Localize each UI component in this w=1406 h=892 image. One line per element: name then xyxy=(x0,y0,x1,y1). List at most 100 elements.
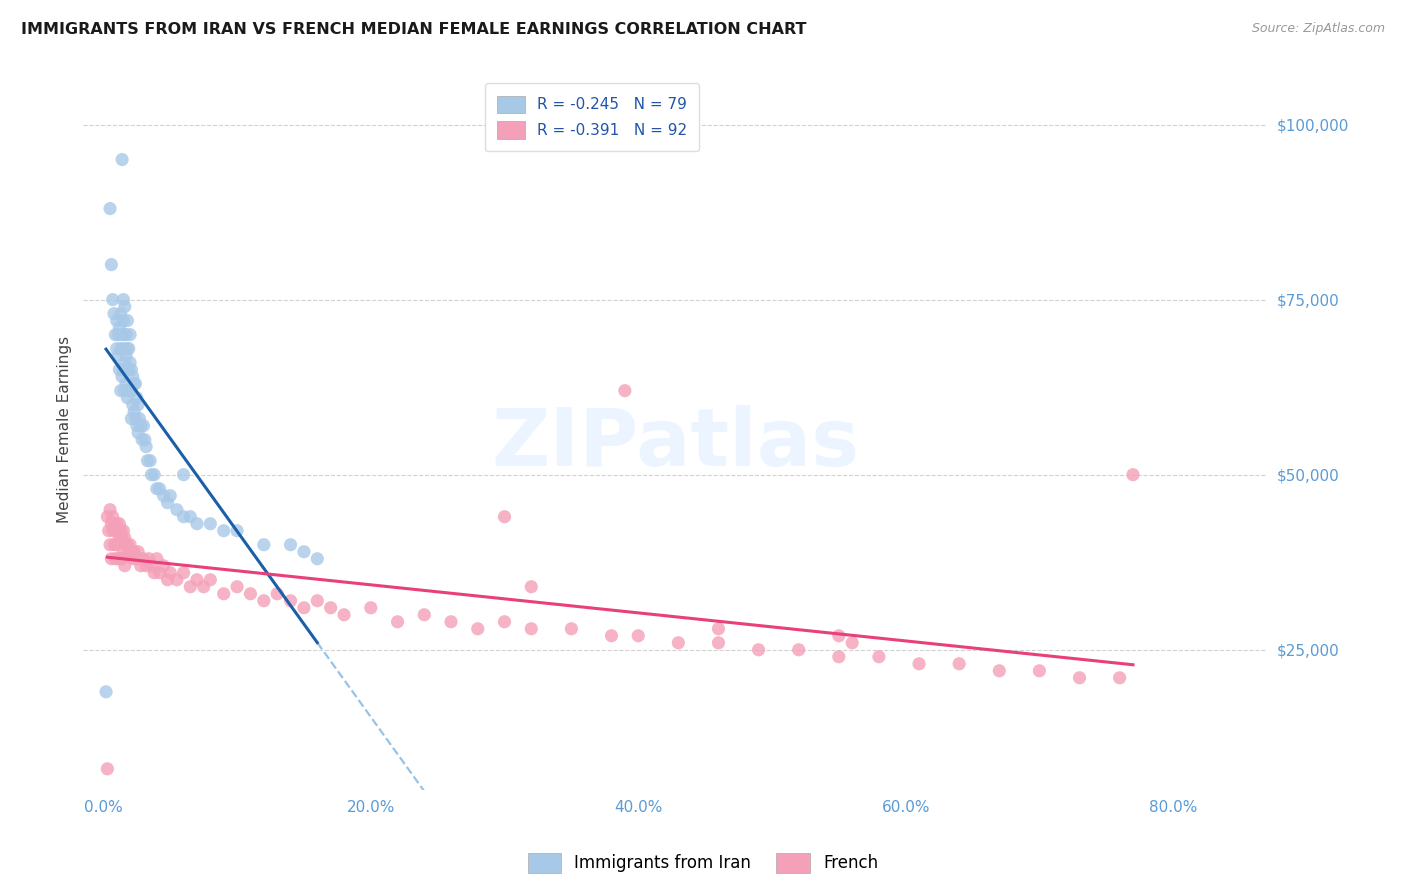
Point xyxy=(97,524,120,538)
Point xyxy=(117,391,139,405)
Point xyxy=(122,376,145,391)
Point xyxy=(101,509,124,524)
Point xyxy=(103,516,125,531)
Point xyxy=(121,369,143,384)
Point xyxy=(111,369,134,384)
Point xyxy=(868,649,890,664)
Point xyxy=(108,320,131,334)
Point xyxy=(600,629,623,643)
Point xyxy=(122,545,145,559)
Point xyxy=(707,622,730,636)
Point xyxy=(139,453,162,467)
Point xyxy=(129,418,152,433)
Point xyxy=(105,342,128,356)
Point xyxy=(141,467,163,482)
Point xyxy=(280,538,302,552)
Point xyxy=(117,313,139,327)
Point xyxy=(114,356,136,370)
Point xyxy=(128,411,150,425)
Point xyxy=(107,349,129,363)
Point xyxy=(166,502,188,516)
Point xyxy=(146,551,169,566)
Point xyxy=(115,327,138,342)
Point xyxy=(132,551,155,566)
Point xyxy=(136,453,159,467)
Point xyxy=(104,327,127,342)
Point xyxy=(98,202,121,216)
Point xyxy=(159,489,181,503)
Point xyxy=(96,762,118,776)
Point xyxy=(110,524,132,538)
Point xyxy=(108,531,131,545)
Point xyxy=(179,509,201,524)
Point xyxy=(186,573,208,587)
Point xyxy=(120,538,142,552)
Point xyxy=(666,636,689,650)
Point xyxy=(117,538,139,552)
Point xyxy=(124,376,146,391)
Point xyxy=(118,384,141,398)
Point xyxy=(146,482,169,496)
Point xyxy=(988,664,1011,678)
Point xyxy=(127,425,149,440)
Point xyxy=(112,342,135,356)
Point xyxy=(1028,664,1050,678)
Point xyxy=(111,531,134,545)
Point xyxy=(127,545,149,559)
Point xyxy=(110,384,132,398)
Point xyxy=(135,440,157,454)
Point xyxy=(103,307,125,321)
Point xyxy=(107,551,129,566)
Text: IMMIGRANTS FROM IRAN VS FRENCH MEDIAN FEMALE EARNINGS CORRELATION CHART: IMMIGRANTS FROM IRAN VS FRENCH MEDIAN FE… xyxy=(21,22,807,37)
Point xyxy=(129,558,152,573)
Point xyxy=(101,293,124,307)
Point xyxy=(122,405,145,419)
Point xyxy=(360,600,382,615)
Point xyxy=(156,496,179,510)
Point xyxy=(131,433,153,447)
Point xyxy=(467,622,489,636)
Point xyxy=(107,327,129,342)
Text: ZIPatlas: ZIPatlas xyxy=(491,405,859,483)
Point xyxy=(152,558,174,573)
Point xyxy=(112,545,135,559)
Point xyxy=(108,362,131,376)
Point xyxy=(100,551,122,566)
Point xyxy=(520,622,543,636)
Point xyxy=(94,685,117,699)
Point xyxy=(1122,467,1144,482)
Point xyxy=(100,258,122,272)
Point xyxy=(125,391,148,405)
Point xyxy=(520,580,543,594)
Point xyxy=(141,558,163,573)
Point xyxy=(105,313,128,327)
Point xyxy=(440,615,463,629)
Point xyxy=(127,398,149,412)
Point xyxy=(120,411,142,425)
Point xyxy=(112,524,135,538)
Point xyxy=(226,524,249,538)
Point xyxy=(193,580,215,594)
Point xyxy=(148,482,170,496)
Point xyxy=(186,516,208,531)
Point xyxy=(114,384,136,398)
Point xyxy=(114,558,136,573)
Point xyxy=(494,615,516,629)
Point xyxy=(828,649,851,664)
Point xyxy=(266,587,288,601)
Point xyxy=(107,524,129,538)
Point xyxy=(120,356,142,370)
Point xyxy=(787,642,810,657)
Point xyxy=(115,538,138,552)
Point xyxy=(239,587,262,601)
Point xyxy=(125,418,148,433)
Point xyxy=(98,502,121,516)
Point xyxy=(173,467,195,482)
Point xyxy=(200,516,222,531)
Legend: R = -0.245   N = 79, R = -0.391   N = 92: R = -0.245 N = 79, R = -0.391 N = 92 xyxy=(485,83,699,151)
Point xyxy=(120,384,142,398)
Point xyxy=(104,551,127,566)
Point xyxy=(1069,671,1091,685)
Point xyxy=(111,551,134,566)
Point xyxy=(118,342,141,356)
